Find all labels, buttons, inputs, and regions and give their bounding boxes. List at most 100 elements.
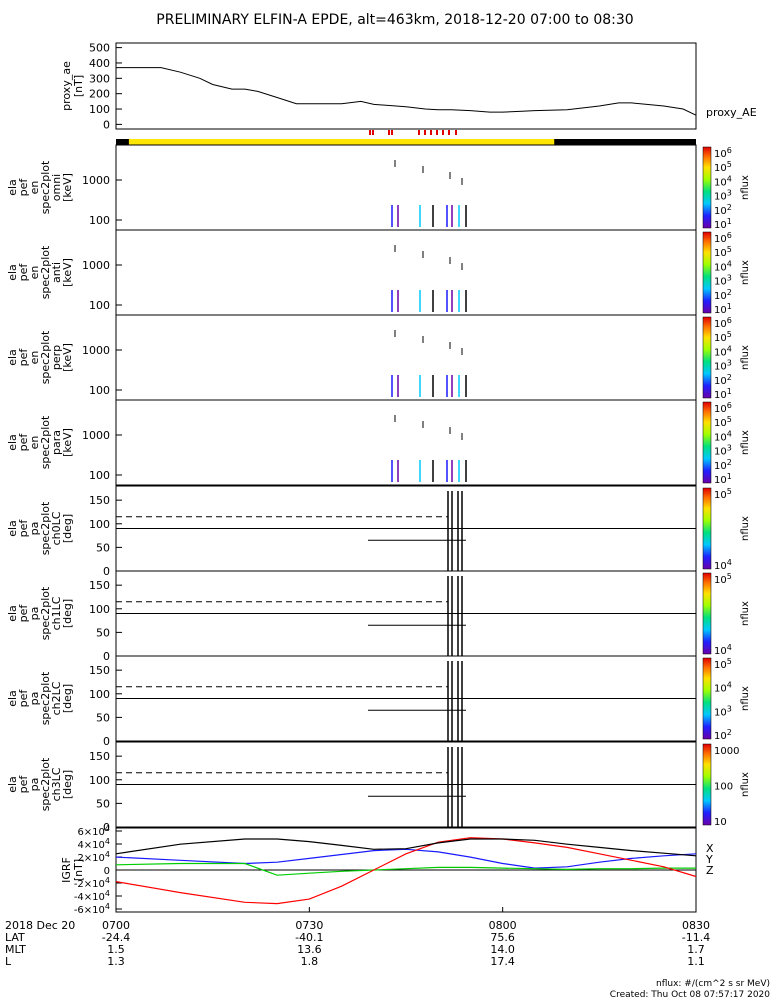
- panel-y-label-line: pa: [28, 522, 41, 536]
- colorbar-tick-label: 103: [714, 274, 732, 288]
- panel-y-label-line: ela: [6, 605, 19, 622]
- colorbar-tick-label: 103: [714, 704, 732, 718]
- colorbar-tick-label: 104: [714, 558, 732, 572]
- colorbar-tick-label: 103: [714, 444, 732, 458]
- panel-frame: [115, 229, 697, 316]
- panel-y-label-line: omni: [50, 174, 63, 201]
- panel-y-label-line: ch1LC: [50, 596, 63, 630]
- igrf-y-tick-label: -6×104: [74, 902, 110, 916]
- panel-frame: [115, 399, 697, 486]
- colorbar-tick-label: 106: [714, 231, 732, 245]
- colorbar-tick-label: 104: [714, 643, 732, 657]
- time-row-value: 1.7: [687, 943, 705, 956]
- panel-y-label-line: ela: [6, 690, 19, 707]
- panel-y-label-line: pef: [17, 689, 30, 708]
- state-bar-red-mark: [372, 130, 374, 135]
- igrf-y-label: IGRF: [60, 857, 73, 883]
- panel-y-label-line: en: [28, 436, 41, 450]
- igrf-y-tick-label: 6×104: [77, 824, 110, 838]
- state-bar-red-mark: [391, 130, 393, 135]
- state-bar: [116, 130, 696, 145]
- igrf-legend-x: X: [706, 842, 714, 855]
- colorbar-label: nflux: [740, 260, 751, 285]
- time-tick-label: 0800: [489, 919, 517, 932]
- igrf-y-tick-label: 4×104: [77, 837, 110, 851]
- colorbar-label: nflux: [740, 345, 751, 370]
- ae-legend: proxy_AE: [706, 106, 757, 119]
- colorbar-tick-label: 105: [714, 160, 732, 174]
- footer-created: Created: Thu Oct 08 07:57:17 2020: [610, 990, 770, 1000]
- panel-y-label-line: perp: [50, 345, 63, 370]
- panel-y-label-line: [keV]: [61, 258, 74, 287]
- time-row-value: 1.3: [107, 955, 125, 968]
- state-bar-red-mark: [436, 130, 438, 135]
- panel-y-label-line: pef: [17, 775, 30, 794]
- ae-y-tick-label: 500: [89, 42, 110, 55]
- ae-series-line: [116, 67, 697, 116]
- time-axis-date: 2018 Dec 20: [5, 919, 75, 932]
- panel-y-label-line: [deg]: [61, 684, 74, 713]
- colorbar-tick-label: 106: [714, 401, 732, 415]
- state-bar-red-mark: [430, 130, 432, 135]
- panel-y-label-line: pa: [28, 778, 41, 792]
- colorbar-tick-label: 105: [714, 245, 732, 259]
- igrf-legend-z: Z: [706, 864, 714, 877]
- colorbar-tick-label: 105: [714, 487, 732, 501]
- colorbar-tick-label: 106: [714, 146, 732, 160]
- ae-y-tick-label: 200: [89, 88, 110, 101]
- time-axis: 2018 Dec 20 0700 0730 0800 0830 LAT -24.4 -40.…: [5, 907, 710, 968]
- colorbar-label: nflux: [740, 516, 751, 541]
- panel-y-label-line: [keV]: [61, 173, 74, 202]
- colorbar-tick-label: 1000: [714, 746, 739, 757]
- panel-y-tick-label: 150: [89, 664, 110, 677]
- colorbar-tick-label: 100: [714, 782, 733, 793]
- panel-y-label-line: pef: [17, 348, 30, 367]
- rainbow-colorbar: [702, 231, 712, 314]
- panel-y-label-line: spec2plot: [39, 160, 52, 214]
- panel-y-tick-label: 150: [89, 750, 110, 763]
- colorbar-tick-label: 101: [714, 217, 732, 231]
- time-row-value: 1.5: [107, 943, 125, 956]
- rainbow-colorbar: [702, 572, 712, 655]
- panel-y-label-line: spec2plot: [39, 415, 52, 469]
- rainbow-colorbar: [702, 146, 712, 229]
- panel-y-tick-label: 1000: [82, 259, 110, 272]
- ae-y-tick-label: 300: [89, 72, 110, 85]
- state-bar-red-mark: [448, 130, 450, 135]
- panel-y-label-line: ela: [6, 776, 19, 793]
- colorbar-tick-label: 103: [714, 189, 732, 203]
- colorbar-tick-label: 101: [714, 387, 732, 401]
- ae-y-label: proxy_ae: [60, 61, 73, 111]
- panel-y-label-line: [keV]: [61, 343, 74, 372]
- colorbar-tick-label: 104: [714, 681, 732, 695]
- panel-y-label-line: ela: [6, 264, 19, 281]
- time-row-label: MLT: [5, 943, 26, 956]
- panel-y-label-line: ch2LC: [50, 681, 63, 715]
- time-row-value: 13.6: [297, 943, 322, 956]
- rainbow-colorbar: [702, 657, 712, 740]
- igrf-series-line: [115, 848, 697, 869]
- panel-y-tick-label: 100: [89, 214, 110, 227]
- panel-y-tick-label: 100: [89, 603, 110, 616]
- panel-y-label-line: anti: [50, 262, 63, 283]
- colorbar-tick-label: 102: [714, 288, 732, 302]
- colorbar-tick-label: 101: [714, 472, 732, 486]
- panel-y-tick-label: 0: [103, 735, 110, 748]
- panel-frame: [115, 144, 697, 231]
- panel-y-label-line: spec2plot: [39, 330, 52, 384]
- colorbar-tick-label: 102: [714, 458, 732, 472]
- colorbar-tick-label: 10: [714, 817, 727, 828]
- panel-y-label-line: pef: [17, 519, 30, 538]
- time-tick-label: 0830: [682, 919, 710, 932]
- state-bar-red-mark: [424, 130, 426, 135]
- time-row-label: LAT: [5, 931, 25, 944]
- time-tick-label: 0700: [102, 919, 130, 932]
- colorbar-tick-label: 106: [714, 316, 732, 330]
- panel-y-tick-label: 50: [96, 711, 110, 724]
- chart-title: PRELIMINARY ELFIN-A EPDE, alt=463km, 201…: [156, 12, 633, 28]
- state-bar-red-mark: [455, 130, 457, 135]
